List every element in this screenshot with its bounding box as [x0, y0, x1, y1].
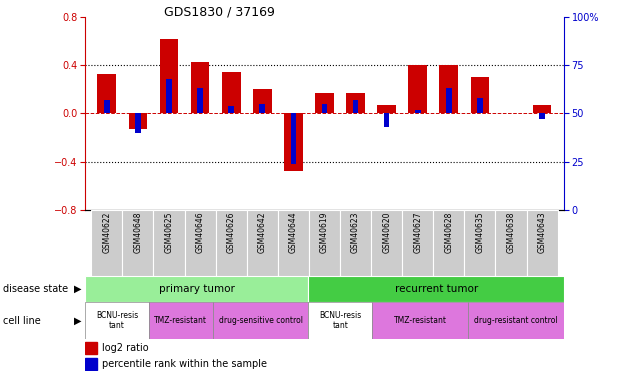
- Bar: [85, 357, 97, 370]
- FancyBboxPatch shape: [371, 210, 402, 276]
- Bar: [229, 106, 234, 113]
- Text: GSM40619: GSM40619: [320, 211, 329, 253]
- Bar: [197, 88, 203, 113]
- Bar: [533, 105, 551, 113]
- Bar: [159, 39, 178, 113]
- Text: GSM40644: GSM40644: [289, 211, 298, 253]
- Text: GDS1830 / 37169: GDS1830 / 37169: [164, 6, 275, 19]
- Text: ▶: ▶: [74, 284, 81, 294]
- Text: GSM40620: GSM40620: [382, 211, 391, 253]
- Bar: [384, 113, 389, 127]
- Bar: [260, 104, 265, 113]
- Text: log2 ratio: log2 ratio: [102, 343, 149, 352]
- Bar: [290, 113, 296, 164]
- Text: TMZ-resistant: TMZ-resistant: [154, 316, 207, 325]
- FancyBboxPatch shape: [495, 210, 527, 276]
- Bar: [129, 113, 147, 129]
- Text: BCNU-resis
tant: BCNU-resis tant: [96, 311, 138, 330]
- Text: GSM40642: GSM40642: [258, 211, 266, 253]
- Text: drug-resistant control: drug-resistant control: [474, 316, 558, 325]
- Bar: [85, 276, 309, 302]
- Bar: [408, 65, 427, 113]
- Text: BCNU-resis
tant: BCNU-resis tant: [319, 311, 362, 330]
- Bar: [135, 113, 140, 133]
- FancyBboxPatch shape: [154, 210, 185, 276]
- Bar: [309, 302, 372, 339]
- Text: GSM40625: GSM40625: [164, 211, 173, 253]
- Bar: [222, 72, 241, 113]
- Text: drug-sensitive control: drug-sensitive control: [219, 316, 302, 325]
- FancyBboxPatch shape: [247, 210, 278, 276]
- Bar: [309, 276, 564, 302]
- FancyBboxPatch shape: [527, 210, 558, 276]
- Bar: [468, 302, 564, 339]
- FancyBboxPatch shape: [278, 210, 309, 276]
- Bar: [377, 105, 396, 113]
- FancyBboxPatch shape: [340, 210, 371, 276]
- FancyBboxPatch shape: [309, 210, 340, 276]
- Bar: [322, 104, 327, 113]
- Text: GSM40626: GSM40626: [227, 211, 236, 253]
- Text: TMZ-resistant: TMZ-resistant: [394, 316, 447, 325]
- Bar: [104, 100, 110, 113]
- Text: recurrent tumor: recurrent tumor: [394, 284, 478, 294]
- Text: GSM40648: GSM40648: [134, 211, 142, 253]
- Bar: [85, 302, 149, 339]
- Text: ▶: ▶: [74, 316, 81, 326]
- Bar: [440, 65, 458, 113]
- Bar: [372, 302, 468, 339]
- Text: cell line: cell line: [3, 316, 41, 326]
- Bar: [446, 88, 452, 113]
- Bar: [353, 100, 358, 113]
- Text: GSM40623: GSM40623: [351, 211, 360, 253]
- Bar: [213, 302, 309, 339]
- Text: GSM40646: GSM40646: [195, 211, 205, 253]
- Bar: [471, 77, 490, 113]
- Text: GSM40643: GSM40643: [537, 211, 547, 253]
- FancyBboxPatch shape: [464, 210, 495, 276]
- Text: GSM40622: GSM40622: [102, 211, 112, 253]
- Bar: [166, 79, 172, 113]
- Bar: [539, 113, 545, 119]
- Bar: [98, 74, 116, 113]
- Bar: [477, 98, 483, 113]
- Bar: [191, 62, 209, 113]
- Text: GSM40628: GSM40628: [444, 211, 454, 253]
- FancyBboxPatch shape: [402, 210, 433, 276]
- Bar: [149, 302, 213, 339]
- Text: GSM40635: GSM40635: [476, 211, 484, 253]
- FancyBboxPatch shape: [215, 210, 247, 276]
- Text: percentile rank within the sample: percentile rank within the sample: [102, 358, 267, 369]
- FancyBboxPatch shape: [122, 210, 154, 276]
- Bar: [415, 110, 420, 113]
- FancyBboxPatch shape: [433, 210, 464, 276]
- FancyBboxPatch shape: [185, 210, 215, 276]
- Text: GSM40627: GSM40627: [413, 211, 422, 253]
- Text: disease state: disease state: [3, 284, 68, 294]
- Text: GSM40638: GSM40638: [507, 211, 515, 253]
- Bar: [315, 93, 334, 113]
- FancyBboxPatch shape: [91, 210, 122, 276]
- Bar: [253, 89, 272, 113]
- Bar: [346, 93, 365, 113]
- Bar: [85, 342, 97, 354]
- Bar: [284, 113, 302, 171]
- Text: primary tumor: primary tumor: [159, 284, 235, 294]
